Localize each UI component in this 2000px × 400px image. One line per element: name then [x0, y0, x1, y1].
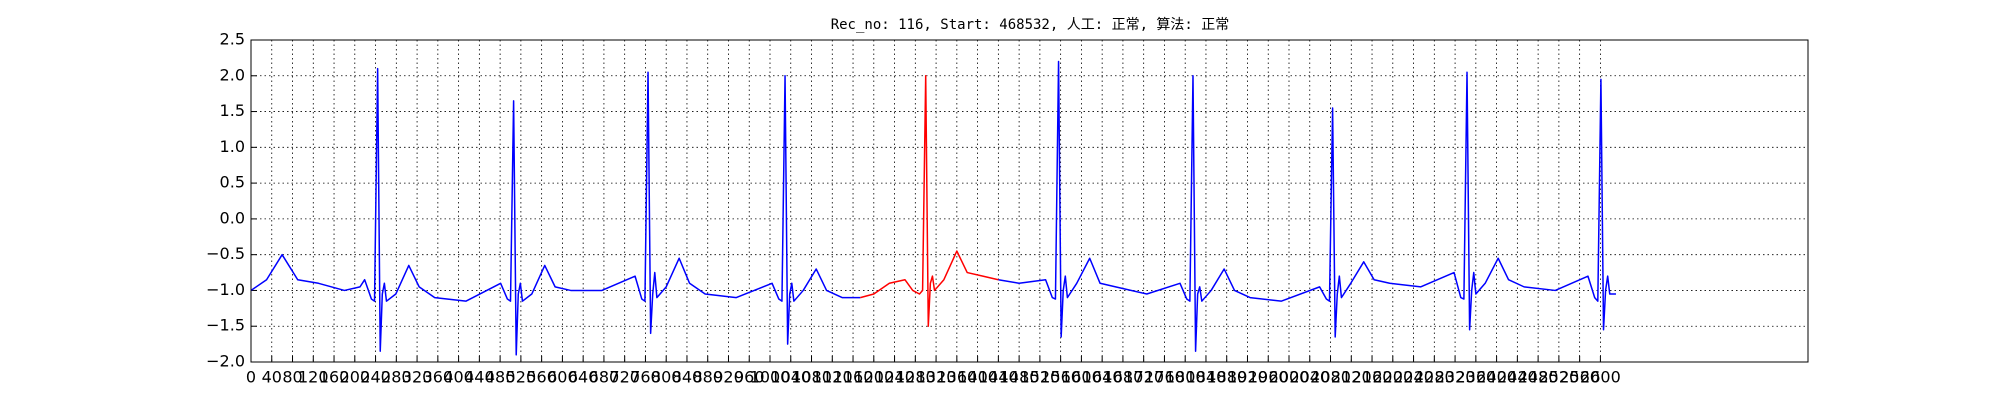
x-tick-label: 1640: [1082, 368, 1123, 387]
x-tick-label: 2560: [1559, 368, 1600, 387]
x-tick-label: 2200: [1372, 368, 1413, 387]
x-tick-label: 960: [734, 368, 765, 387]
x-tick-label: 1720: [1123, 368, 1164, 387]
x-tick-label: 2280: [1414, 368, 1455, 387]
x-tick-label: 1120: [812, 368, 853, 387]
x-tick-label: 2320: [1435, 368, 1476, 387]
x-tick-label: 2000: [1269, 368, 1310, 387]
x-tick-label: 1440: [978, 368, 1019, 387]
x-tick-label: 2600: [1580, 368, 1621, 387]
y-tick-label: −1.5: [206, 316, 245, 335]
x-tick-label: 920: [713, 368, 744, 387]
x-tick-label: 1680: [1103, 368, 1144, 387]
x-tick-label: 840: [672, 368, 703, 387]
y-tick-label: −2.0: [206, 352, 245, 371]
x-tick-label: 1840: [1186, 368, 1227, 387]
x-tick-label: 1080: [791, 368, 832, 387]
x-tick-label: 680: [589, 368, 620, 387]
x-tick-label: 2120: [1331, 368, 1372, 387]
x-tick-label: 520: [506, 368, 537, 387]
x-tick-label: 2400: [1476, 368, 1517, 387]
x-tick-label: 360: [423, 368, 454, 387]
y-tick-label: 0.0: [220, 208, 245, 227]
x-tick-label: 120: [298, 368, 329, 387]
x-tick-label: 760: [630, 368, 661, 387]
x-tick-label: 1200: [853, 368, 894, 387]
y-tick-label: −1.0: [206, 280, 245, 299]
plot-frame: [250, 39, 1809, 363]
y-tick-label: 2.5: [220, 30, 245, 49]
chart-title: Rec_no: 116, Start: 468532, 人工: 正常, 算法: …: [831, 17, 1230, 33]
x-tick-label: 2360: [1455, 368, 1496, 387]
y-tick-label: 1.5: [220, 101, 245, 120]
x-tick-label: 1480: [999, 368, 1040, 387]
x-tick-label: 1160: [833, 368, 874, 387]
x-tick-label: 320: [402, 368, 433, 387]
x-tick-label: 240: [360, 368, 391, 387]
ecg-line: [860, 75, 999, 327]
y-tick-label: 2.0: [220, 65, 245, 84]
x-tick-label: 80: [282, 368, 302, 387]
x-tick-label: 40: [262, 368, 282, 387]
x-tick-label: 1960: [1248, 368, 1289, 387]
x-tick-label: 1920: [1227, 368, 1268, 387]
x-tick-label: 1800: [1165, 368, 1206, 387]
x-tick-label: 1280: [895, 368, 936, 387]
x-tick-label: 560: [526, 368, 557, 387]
y-tick-label: 0.5: [220, 173, 245, 192]
x-tick-label: 1560: [1040, 368, 1081, 387]
x-tick-label: 720: [609, 368, 640, 387]
x-tick-label: 0: [246, 368, 256, 387]
x-tick-label: 1600: [1061, 368, 1102, 387]
x-tick-label: 2080: [1310, 368, 1351, 387]
x-tick-label: 440: [464, 368, 495, 387]
x-tick-label: 2480: [1518, 368, 1559, 387]
x-tick-label: 280: [381, 368, 412, 387]
x-tick-label: 2440: [1497, 368, 1538, 387]
ecg-line: [250, 60, 1616, 356]
x-tick-label: 640: [568, 368, 599, 387]
x-tick-label: 2520: [1539, 368, 1580, 387]
x-tick-label: 1320: [916, 368, 957, 387]
x-tick-label: 2160: [1352, 368, 1393, 387]
x-tick-label: 880: [692, 368, 723, 387]
x-tick-label: 1240: [874, 368, 915, 387]
y-tick-label: 1.0: [220, 137, 245, 156]
y-tick-label: −0.5: [206, 244, 245, 263]
x-tick-label: 1520: [1020, 368, 1061, 387]
x-tick-label: 1000: [750, 368, 791, 387]
x-tick-label: 1400: [957, 368, 998, 387]
x-tick-label: 160: [319, 368, 350, 387]
x-tick-label: 200: [340, 368, 371, 387]
x-tick-label: 1360: [936, 368, 977, 387]
x-tick-label: 1760: [1144, 368, 1185, 387]
x-tick-label: 2040: [1289, 368, 1330, 387]
x-tick-label: 800: [651, 368, 682, 387]
x-tick-label: 600: [547, 368, 578, 387]
x-tick-label: 480: [485, 368, 516, 387]
x-tick-label: 2240: [1393, 368, 1434, 387]
x-tick-label: 400: [443, 368, 474, 387]
x-tick-label: 1880: [1206, 368, 1247, 387]
x-tick-label: 1040: [770, 368, 811, 387]
